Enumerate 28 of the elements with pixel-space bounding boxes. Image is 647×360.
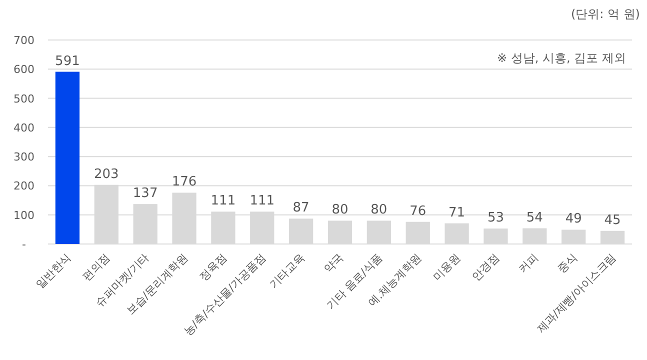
y-tick-label: 100	[14, 208, 34, 222]
data-label: 71	[448, 205, 466, 220]
data-label: 53	[487, 210, 504, 226]
text: (단위: 억 원)	[570, 7, 640, 21]
y-tick-label: -	[22, 238, 26, 251]
x-tick-label: 커피	[516, 250, 541, 276]
data-label: 87	[292, 200, 310, 216]
y-tick-label: 600	[14, 63, 34, 76]
data-label: 80	[370, 202, 388, 218]
data-label: 203	[94, 166, 119, 182]
data-label: 111	[250, 194, 275, 209]
data-label: 591	[55, 54, 80, 69]
annotation: ※ 성남, 시흥, 김포 제외	[497, 51, 626, 65]
x-tick-label: 약국	[321, 250, 346, 276]
data-label: 137	[132, 186, 158, 202]
data-label: 111	[210, 194, 236, 209]
y-tick-label: 400	[14, 121, 34, 134]
y-tick-label: 300	[14, 150, 34, 164]
data-label: 49	[565, 212, 582, 227]
y-tick-label: 500	[14, 92, 34, 106]
data-label: 80	[332, 202, 348, 218]
bar	[55, 72, 80, 244]
data-label: 76	[410, 204, 426, 219]
data-label: 176	[172, 174, 197, 190]
y-tick-label: 700	[14, 34, 34, 47]
data-label: 54	[526, 210, 543, 226]
data-label: 45	[604, 212, 621, 228]
y-tick-label: 200	[14, 180, 34, 193]
